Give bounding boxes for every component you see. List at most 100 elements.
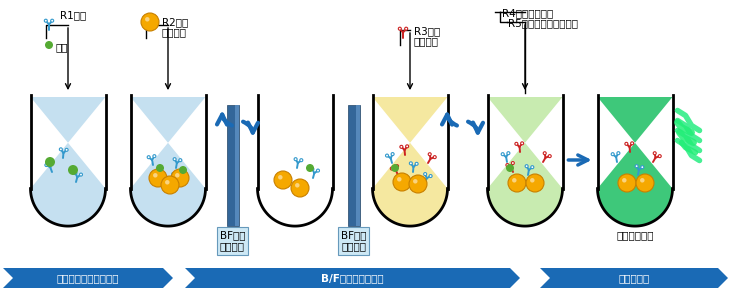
Circle shape bbox=[530, 178, 534, 183]
Circle shape bbox=[173, 158, 176, 161]
Polygon shape bbox=[3, 268, 173, 288]
Circle shape bbox=[278, 175, 283, 180]
Circle shape bbox=[145, 17, 150, 21]
Text: 磁性粒子: 磁性粒子 bbox=[162, 27, 187, 37]
Circle shape bbox=[397, 177, 401, 181]
Text: R5試薬：化学発光基質: R5試薬：化学発光基質 bbox=[508, 18, 578, 28]
Circle shape bbox=[295, 183, 300, 187]
Circle shape bbox=[177, 175, 180, 178]
Circle shape bbox=[317, 169, 319, 172]
Circle shape bbox=[508, 174, 526, 192]
Circle shape bbox=[300, 159, 303, 162]
Circle shape bbox=[406, 145, 409, 148]
Polygon shape bbox=[488, 97, 562, 226]
Circle shape bbox=[618, 174, 636, 192]
Circle shape bbox=[385, 154, 388, 157]
Circle shape bbox=[531, 166, 534, 169]
Circle shape bbox=[515, 142, 518, 145]
Text: R2試薬: R2試薬 bbox=[162, 17, 189, 27]
Bar bbox=[227, 105, 238, 226]
Circle shape bbox=[658, 155, 662, 158]
Circle shape bbox=[393, 173, 411, 191]
Circle shape bbox=[635, 165, 638, 168]
Polygon shape bbox=[31, 97, 105, 226]
Circle shape bbox=[165, 180, 170, 184]
Circle shape bbox=[429, 175, 432, 178]
Circle shape bbox=[413, 179, 417, 184]
Circle shape bbox=[68, 165, 78, 175]
Circle shape bbox=[141, 13, 159, 31]
Circle shape bbox=[153, 155, 156, 158]
Circle shape bbox=[415, 162, 418, 165]
Circle shape bbox=[390, 167, 393, 170]
Circle shape bbox=[45, 19, 48, 22]
Circle shape bbox=[617, 152, 620, 155]
Text: 抗原: 抗原 bbox=[56, 42, 69, 52]
Bar bbox=[235, 105, 238, 226]
Circle shape bbox=[433, 156, 436, 159]
Circle shape bbox=[294, 158, 297, 161]
Circle shape bbox=[409, 162, 412, 165]
Circle shape bbox=[654, 152, 656, 155]
Circle shape bbox=[179, 159, 182, 162]
Bar bbox=[347, 105, 360, 226]
Circle shape bbox=[641, 166, 644, 169]
Circle shape bbox=[291, 179, 309, 197]
Circle shape bbox=[156, 164, 164, 172]
Text: 発光強度測定: 発光強度測定 bbox=[616, 230, 654, 240]
Circle shape bbox=[398, 27, 401, 30]
Circle shape bbox=[306, 164, 314, 172]
Circle shape bbox=[45, 157, 55, 167]
Circle shape bbox=[526, 174, 544, 192]
Polygon shape bbox=[185, 268, 520, 288]
Circle shape bbox=[45, 41, 53, 49]
Text: 液相反応での迅速反応: 液相反応での迅速反応 bbox=[57, 273, 119, 283]
Circle shape bbox=[501, 153, 504, 156]
Circle shape bbox=[59, 148, 62, 151]
Circle shape bbox=[506, 164, 509, 167]
Circle shape bbox=[80, 173, 83, 176]
Bar bbox=[356, 105, 360, 226]
Circle shape bbox=[65, 148, 68, 151]
Polygon shape bbox=[597, 97, 673, 226]
Polygon shape bbox=[373, 97, 447, 226]
Circle shape bbox=[45, 164, 48, 167]
Circle shape bbox=[409, 175, 427, 193]
Circle shape bbox=[311, 167, 314, 170]
Circle shape bbox=[611, 153, 614, 156]
Circle shape bbox=[50, 19, 53, 22]
Circle shape bbox=[175, 173, 180, 178]
Circle shape bbox=[625, 142, 628, 145]
Circle shape bbox=[171, 169, 189, 187]
Text: R1試薬: R1試薬 bbox=[60, 10, 86, 20]
Text: BF分離
（洗浄）: BF分離 （洗浄） bbox=[220, 230, 245, 252]
Circle shape bbox=[506, 164, 514, 172]
Text: 高感度検出: 高感度検出 bbox=[618, 273, 650, 283]
Text: R4試薬：緩衝液: R4試薬：緩衝液 bbox=[502, 8, 553, 18]
Circle shape bbox=[149, 169, 167, 187]
Circle shape bbox=[428, 153, 431, 156]
Circle shape bbox=[161, 176, 179, 194]
Circle shape bbox=[622, 178, 626, 183]
Circle shape bbox=[147, 156, 150, 159]
Circle shape bbox=[511, 162, 515, 164]
Circle shape bbox=[507, 152, 510, 155]
Circle shape bbox=[391, 153, 394, 156]
Circle shape bbox=[153, 173, 158, 178]
Text: R3試薬: R3試薬 bbox=[414, 26, 440, 36]
Text: 標準酵素: 標準酵素 bbox=[414, 36, 439, 46]
Circle shape bbox=[424, 173, 427, 176]
Circle shape bbox=[525, 165, 528, 168]
Circle shape bbox=[391, 164, 399, 172]
Circle shape bbox=[395, 164, 398, 167]
Circle shape bbox=[400, 145, 403, 148]
Circle shape bbox=[405, 27, 408, 30]
Circle shape bbox=[50, 162, 53, 164]
Text: BF分離
（洗浄）: BF分離 （洗浄） bbox=[341, 230, 366, 252]
Circle shape bbox=[274, 171, 292, 189]
Text: B/F分離性能の向上: B/F分離性能の向上 bbox=[321, 273, 384, 283]
Polygon shape bbox=[131, 97, 205, 226]
Circle shape bbox=[631, 142, 634, 145]
Circle shape bbox=[548, 155, 551, 158]
Circle shape bbox=[543, 152, 546, 155]
